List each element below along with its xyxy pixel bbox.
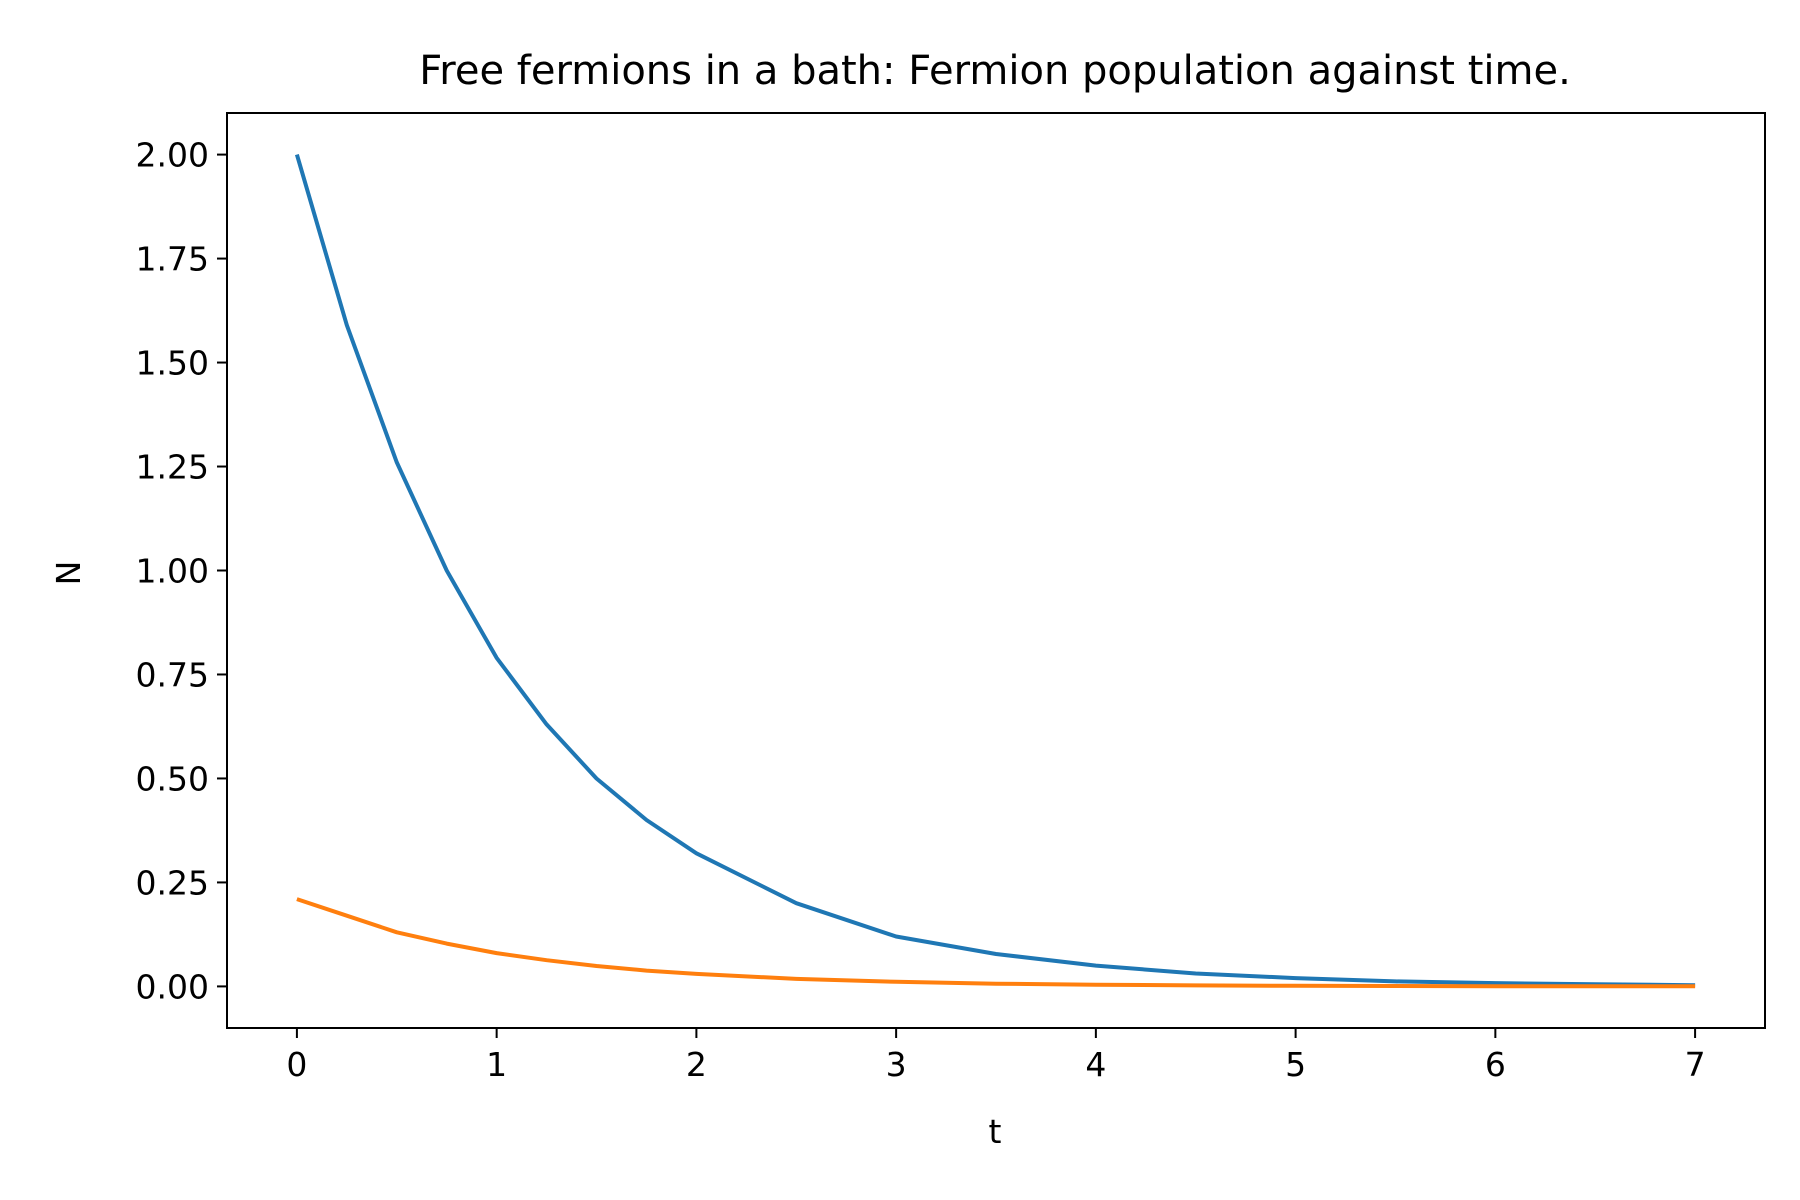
x-axis-label: t <box>989 1112 1002 1151</box>
y-tick-label: 0.25 <box>136 863 209 902</box>
y-tick-label: 0.00 <box>136 967 209 1006</box>
y-tick-label: 1.50 <box>136 344 209 383</box>
y-axis: 0.00 0.25 0.50 0.75 1.00 1.25 1.50 1.75 2.00 <box>136 136 227 1006</box>
y-tick-label: 0.50 <box>136 759 209 798</box>
x-axis: 0 1 2 3 4 5 6 7 <box>286 1028 1706 1084</box>
x-tick-label: 5 <box>1285 1045 1306 1084</box>
y-tick-label: 2.00 <box>136 136 209 175</box>
x-tick-label: 6 <box>1485 1045 1506 1084</box>
y-axis-label: N <box>49 561 88 586</box>
x-tick-label: 2 <box>686 1045 707 1084</box>
y-tick-label: 1.75 <box>136 240 209 279</box>
y-tick-label: 1.25 <box>136 448 209 487</box>
x-tick-label: 4 <box>1085 1045 1106 1084</box>
x-tick-label: 0 <box>286 1045 307 1084</box>
chart-title: Free fermions in a bath: Fermion populat… <box>419 48 1571 94</box>
x-tick-label: 1 <box>486 1045 507 1084</box>
series-layer <box>294 154 1696 989</box>
series-line-0 <box>294 154 1696 988</box>
y-tick-label: 0.75 <box>136 655 209 694</box>
series-line-1 <box>296 897 1696 989</box>
x-tick-label: 3 <box>886 1045 907 1084</box>
y-tick-label: 1.00 <box>136 552 209 591</box>
x-tick-label: 7 <box>1685 1045 1706 1084</box>
